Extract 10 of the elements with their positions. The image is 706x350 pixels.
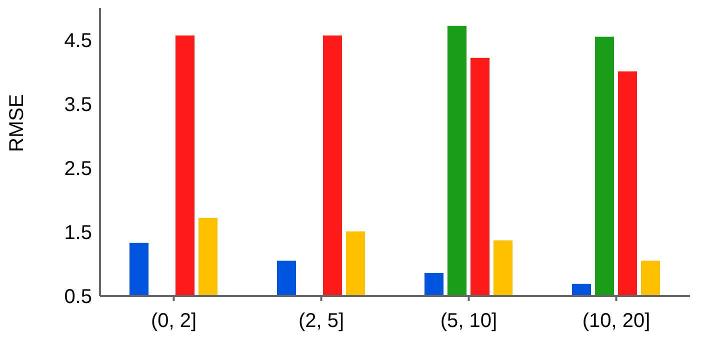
x-tick-label: (0, 2] bbox=[150, 310, 197, 332]
x-tick-label: (10, 20] bbox=[582, 310, 650, 332]
y-tick-label: 1.5 bbox=[64, 222, 92, 244]
y-axis-title: RMSE bbox=[6, 94, 28, 152]
y-tick-label: 3.5 bbox=[64, 94, 92, 116]
x-tick-label: (2, 5] bbox=[298, 310, 344, 332]
y-tick-label: 2.5 bbox=[64, 158, 92, 180]
y-tick-label: 0.5 bbox=[64, 286, 92, 308]
x-tick-label: (5, 10] bbox=[440, 310, 498, 332]
y-tick-label: 4.5 bbox=[64, 30, 92, 52]
